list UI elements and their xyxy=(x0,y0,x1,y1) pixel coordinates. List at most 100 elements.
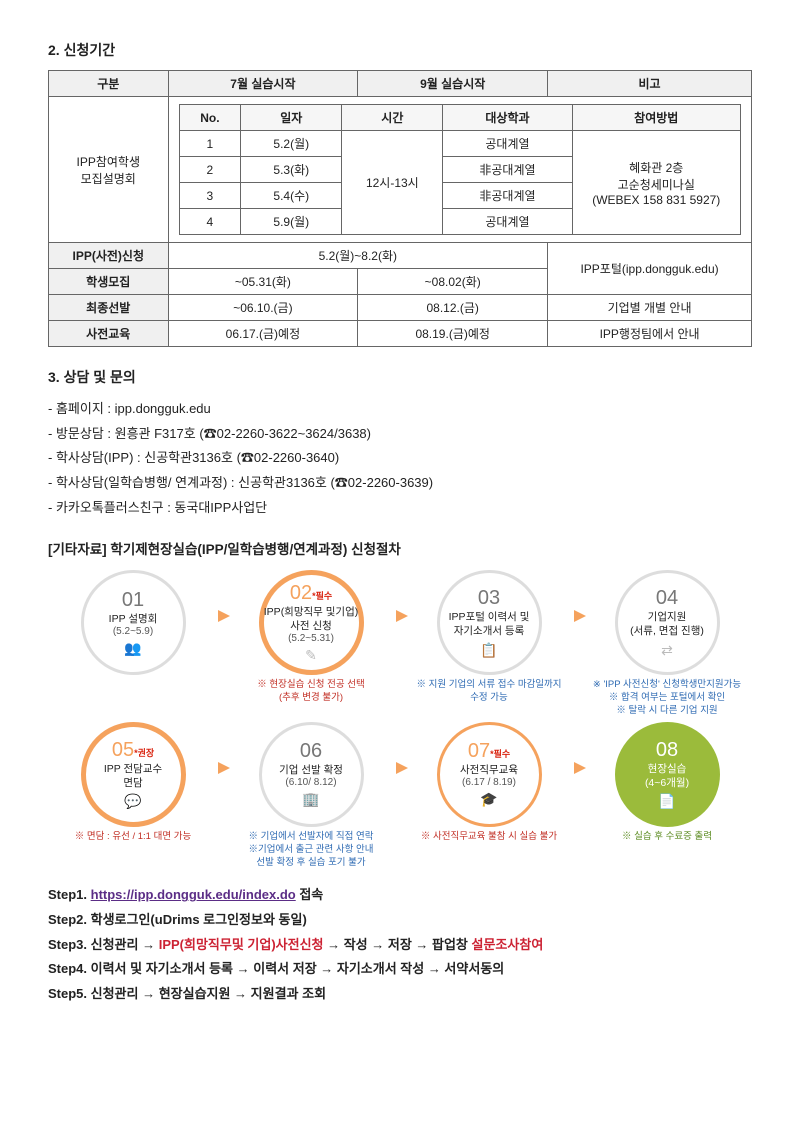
cell: 08.19.(금)예정 xyxy=(358,321,548,347)
step-date: (5.2~5.31) xyxy=(288,633,334,644)
step-number: 07 xyxy=(468,740,490,762)
row-briefing-label: IPP참여학생 모집설명회 xyxy=(49,97,169,243)
cell: 공대계열 xyxy=(443,131,572,157)
table-row: 사전교육 06.17.(금)예정 08.19.(금)예정 IPP행정팀에서 안내 xyxy=(49,321,752,347)
step3-b: IPP(희망직무및 기업)사전신청 xyxy=(159,937,324,952)
step-icon: 👥 xyxy=(124,640,141,657)
cell: 5.4(수) xyxy=(241,183,342,209)
step-circle: 06기업 선발 확정(6.10/ 8.12) 🏢 xyxy=(259,722,364,827)
step-icon: ✎ xyxy=(305,647,317,664)
step-number: 05 xyxy=(112,739,134,761)
step-title: 사전직무교육 xyxy=(460,763,518,777)
step-tag: *필수 xyxy=(490,749,510,759)
step-title: IPP포털 이력서 및 자기소개서 등록 xyxy=(449,610,530,638)
step-icon: 📋 xyxy=(480,642,497,659)
step-number: 02 xyxy=(290,582,312,604)
step-title: 기업 선발 확정 xyxy=(279,763,343,777)
step-circle: 07*필수사전직무교육(6.17 / 8.19)🎓 xyxy=(437,722,542,827)
step1-link[interactable]: https://ipp.dongguk.edu/index.do xyxy=(91,887,296,902)
step-date: (6.17 / 8.19) xyxy=(462,777,516,788)
contact-item: 홈페이지 : ipp.dongguk.edu xyxy=(48,397,752,422)
contact-list: 홈페이지 : ipp.dongguk.edu 방문상담 : 원흥관 F317호 … xyxy=(48,397,752,520)
step-note xyxy=(48,679,218,705)
cell-method: 혜화관 2층 고순청세미나실 (WEBEX 158 831 5927) xyxy=(572,131,740,235)
step-icon: 📄 xyxy=(658,793,675,810)
step1-rest: 접속 xyxy=(296,887,324,902)
row-label: 사전교육 xyxy=(49,321,169,347)
table-row: IPP(사전)신청 5.2(월)~8.2(화) IPP포털(ipp.donggu… xyxy=(49,243,752,269)
cell: IPP포털(ipp.dongguk.edu) xyxy=(548,243,752,295)
step-icon: ⇄ xyxy=(661,642,673,659)
table-row: IPP참여학생 모집설명회 No. 일자 시간 대상학과 참여방법 1 5.2(… xyxy=(49,97,752,243)
section3-title: 3. 상담 및 문의 xyxy=(48,367,752,387)
contact-item: 카카오톡플러스친구 : 동국대IPP사업단 xyxy=(48,496,752,521)
flow-step-4: 04기업지원 (서류, 면접 진행)⇄ ※ 'IPP 사전신청' 신청학생만지원가… xyxy=(582,570,752,717)
cell: ~08.02(화) xyxy=(358,269,548,295)
step-note: ※ 사전직무교육 불참 시 실습 불가 xyxy=(404,831,574,857)
step-tag: *권장 xyxy=(134,748,154,758)
step-circle: 08현장실습 (4~6개월)📄 xyxy=(615,722,720,827)
step-date: (5.2~5.9) xyxy=(113,626,153,637)
step-title: IPP 전담교수 면담 xyxy=(104,762,162,790)
row-label: 최종선발 xyxy=(49,295,169,321)
step-number: 08 xyxy=(656,739,678,761)
step3-line: Step3. 신청관리 → IPP(희망직무및 기업)사전신청 → 작성 → 저… xyxy=(48,933,752,958)
inner-table-cell: No. 일자 시간 대상학과 참여방법 1 5.2(월) 12시-13시 공대계… xyxy=(168,97,752,243)
cell: ~06.10.(금) xyxy=(168,295,358,321)
step-note: ※ 실습 후 수료증 출력 xyxy=(582,831,752,857)
cell: 기업별 개별 안내 xyxy=(548,295,752,321)
step3-c: → 작성 → 저장 → 팝업창 xyxy=(324,937,472,952)
flow-step-8: 08현장실습 (4~6개월)📄 ※ 실습 후 수료증 출력 xyxy=(582,722,752,869)
step-number: 03 xyxy=(478,587,500,609)
cell: 非공대계열 xyxy=(443,183,572,209)
cell: 4 xyxy=(179,209,241,235)
step-note: ※ 면담 : 유선 / 1:1 대면 가능 xyxy=(48,831,218,857)
ith-no: No. xyxy=(179,105,241,131)
step-number: 06 xyxy=(300,740,322,762)
step-circle: 03IPP포털 이력서 및 자기소개서 등록 📋 xyxy=(437,570,542,675)
step-circle: 01IPP 설명회(5.2~5.9)👥 xyxy=(81,570,186,675)
cell: 3 xyxy=(179,183,241,209)
steps-list: Step1. https://ipp.dongguk.edu/index.do … xyxy=(48,883,752,1006)
ith-time: 시간 xyxy=(342,105,443,131)
step-tag: *필수 xyxy=(312,591,332,601)
cell: 5.3(화) xyxy=(241,157,342,183)
flow-step-6: 06기업 선발 확정(6.10/ 8.12)🏢※ 기업에서 선발자에 직접 연락… xyxy=(226,722,396,869)
cell: 5.2(월) xyxy=(241,131,342,157)
step3-d: 설문조사참여 xyxy=(472,937,544,952)
step-circle: 02*필수IPP(희망직무 및기업) 사전 신청(5.2~5.31)✎ xyxy=(259,570,364,675)
ith-date: 일자 xyxy=(241,105,342,131)
step-icon: 🏢 xyxy=(302,791,319,808)
cell: ~05.31(화) xyxy=(168,269,358,295)
step5-line: Step5. 신청관리 → 현장실습지원 → 지원결과 조회 xyxy=(48,982,752,1007)
flow-step-3: 03IPP포털 이력서 및 자기소개서 등록 📋 ※ 지원 기업의 서류 접수 마감… xyxy=(404,570,574,717)
th-sept: 9월 실습시작 xyxy=(358,71,548,97)
table-row: 최종선발 ~06.10.(금) 08.12.(금) 기업별 개별 안내 xyxy=(49,295,752,321)
cell: 非공대계열 xyxy=(443,157,572,183)
step-note: ※ 지원 기업의 서류 접수 마감일까지 수정 가능 xyxy=(404,679,574,705)
cell: 5.2(월)~8.2(화) xyxy=(168,243,548,269)
flow-step-5: 05*권장IPP 전담교수 면담💬※ 면담 : 유선 / 1:1 대면 가능 xyxy=(48,722,218,869)
step-circle: 05*권장IPP 전담교수 면담💬 xyxy=(81,722,186,827)
cell: 공대계열 xyxy=(443,209,572,235)
row-label: IPP(사전)신청 xyxy=(49,243,169,269)
schedule-table: 구분 7월 실습시작 9월 실습시작 비고 IPP참여학생 모집설명회 No. … xyxy=(48,70,752,347)
step-date: (6.10/ 8.12) xyxy=(285,777,336,788)
flow-step-2: 02*필수IPP(희망직무 및기업) 사전 신청(5.2~5.31)✎※ 현장실… xyxy=(226,570,396,717)
cell: 2 xyxy=(179,157,241,183)
flow-title: [기타자료] 학기제현장실습(IPP/일학습병행/연계과정) 신청절차 xyxy=(48,538,752,558)
th-category: 구분 xyxy=(49,71,169,97)
step3-a: Step3. 신청관리 → xyxy=(48,937,159,952)
cell-time: 12시-13시 xyxy=(342,131,443,235)
cell: IPP행정팀에서 안내 xyxy=(548,321,752,347)
cell: 08.12.(금) xyxy=(358,295,548,321)
cell: 06.17.(금)예정 xyxy=(168,321,358,347)
step1-line: Step1. https://ipp.dongguk.edu/index.do … xyxy=(48,883,752,908)
step-number: 01 xyxy=(122,589,144,611)
step-number: 04 xyxy=(656,587,678,609)
step-note: ※ 'IPP 사전신청' 신청학생만지원가능 ※ 합격 여부는 포털에서 확인 … xyxy=(582,679,752,717)
th-july: 7월 실습시작 xyxy=(168,71,358,97)
contact-item: 학사상담(일학습병행/ 연계과정) : 신공학관3136호 (☎02-2260-… xyxy=(48,471,752,496)
th-note: 비고 xyxy=(548,71,752,97)
step-circle: 04기업지원 (서류, 면접 진행)⇄ xyxy=(615,570,720,675)
